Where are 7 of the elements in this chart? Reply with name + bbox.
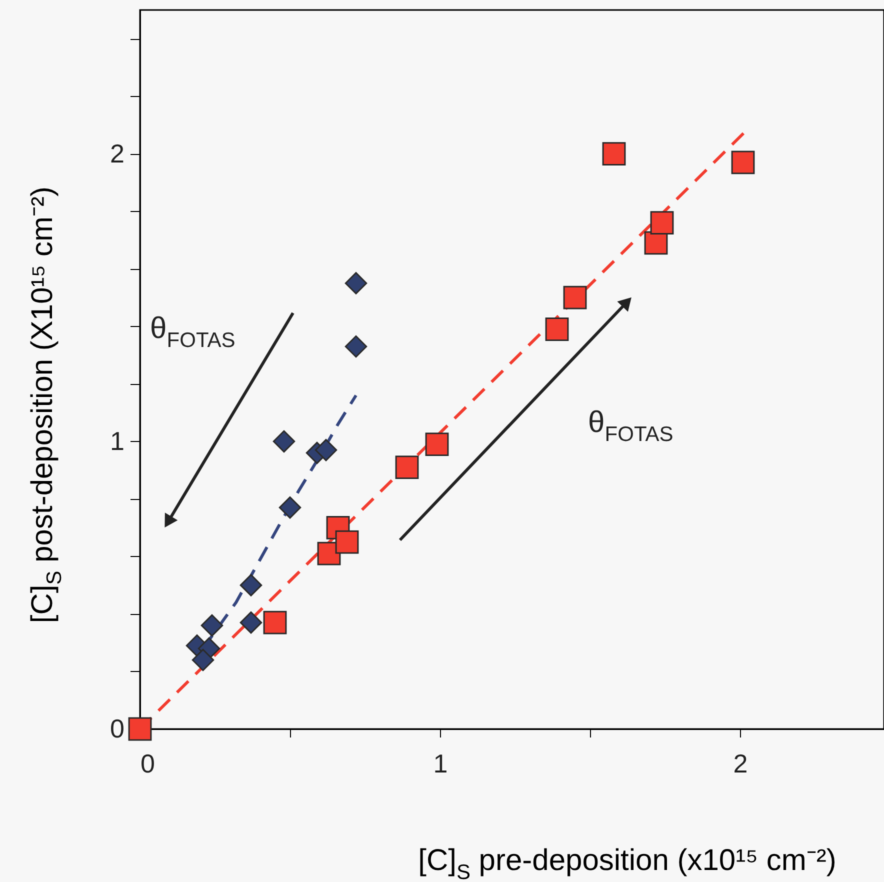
y-axis-title: [C]S post-deposition (X10¹⁵ cm⁻²): [26, 186, 66, 624]
x-tick-label: 1: [433, 748, 448, 778]
x-tick-label: 0: [140, 748, 155, 778]
y-tick-label: 1: [110, 426, 124, 456]
y-tick-label: 0: [110, 714, 124, 744]
y-tick-label: 2: [110, 138, 124, 168]
x-tick-label: 2: [733, 748, 748, 778]
